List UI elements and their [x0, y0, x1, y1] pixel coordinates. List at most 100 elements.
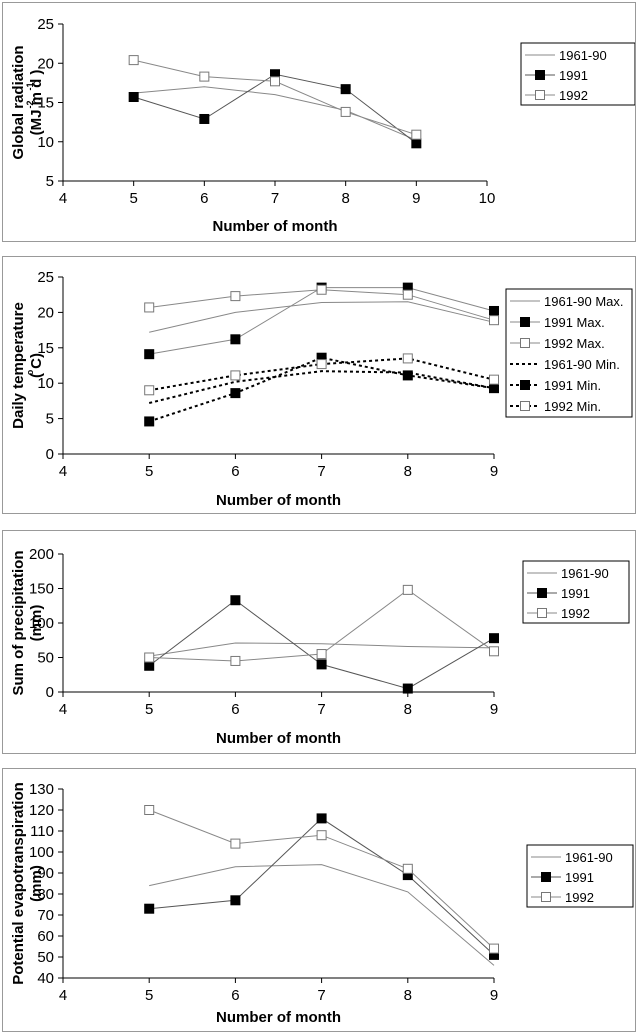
data-point [402, 584, 413, 595]
data-point [316, 359, 327, 370]
x-axis-label: Number of month [216, 492, 341, 509]
data-point [199, 71, 210, 82]
data-point [144, 652, 155, 663]
y-tick-label: 70 [37, 907, 54, 924]
legend-marker [520, 317, 530, 327]
data-point [230, 655, 241, 666]
series-1961-90 [133, 86, 417, 141]
data-point [340, 84, 351, 95]
y-axis-label-line: (mm) [28, 865, 45, 902]
y-axis-label-line: Daily temperature [10, 302, 27, 429]
x-tick-label: 4 [59, 701, 67, 718]
legend-marker [537, 588, 547, 598]
data-point [402, 863, 413, 874]
data-point [489, 374, 499, 385]
legend-label: 1992 [565, 890, 594, 905]
data-point [489, 943, 499, 954]
x-tick-label: 4 [59, 463, 67, 480]
x-tick-label: 8 [341, 190, 349, 207]
legend-label: 1961-90 [559, 48, 607, 63]
data-point [316, 649, 327, 660]
series-1992 [144, 584, 499, 666]
data-point [230, 334, 241, 345]
data-point [230, 370, 241, 381]
y-tick-label: 25 [37, 16, 54, 33]
evapotranspiration-chart: 40 50 60 70 80 90 100 110 120 130 4 5 6 7 8 9 Number of … [10, 781, 634, 1026]
data-point [489, 315, 499, 326]
x-axis-label: Number of month [213, 218, 338, 235]
y-tick-label: 80 [37, 886, 54, 903]
x-tick-label: 6 [231, 701, 239, 718]
x-tick-label: 8 [404, 987, 412, 1004]
data-point [316, 830, 327, 841]
x-tick-label: 10 [479, 190, 496, 207]
legend-label: 1961-90 [565, 850, 613, 865]
data-point [230, 388, 241, 399]
y-tick-label: 10 [37, 134, 54, 151]
y-tick-label: 20 [37, 304, 54, 321]
data-point [402, 370, 413, 381]
series-line [133, 86, 417, 141]
x-tick-label: 5 [129, 190, 137, 207]
precipitation-chart-panel: 0 50 100 150 200 4 5 6 7 8 9 Number of month Sum of … [2, 530, 636, 754]
y-tick-label: 100 [29, 844, 54, 861]
data-point [402, 289, 413, 300]
data-point [402, 683, 413, 694]
y-tick-label: 200 [29, 546, 54, 563]
data-point [316, 813, 327, 824]
y-tick-label: 25 [37, 269, 54, 286]
legend-label: 1992 [559, 88, 588, 103]
x-tick-label: 7 [271, 190, 279, 207]
y-axis-label-line: (MJ m d ) [28, 70, 45, 136]
legend-label: 1992 [561, 606, 590, 621]
legend-marker [535, 70, 545, 80]
x-tick-label: 6 [231, 987, 239, 1004]
y-tick-label: 0 [46, 446, 54, 463]
series-1991 [128, 69, 422, 149]
x-tick-label: 9 [490, 701, 498, 718]
y-axis-label-line: (mm) [28, 605, 45, 642]
y-tick-label: 5 [46, 173, 54, 190]
legend-label: 1992 Max. [544, 336, 605, 351]
legend-marker [541, 892, 551, 902]
y-tick-label: 120 [29, 802, 54, 819]
y-tick-label: 50 [37, 949, 54, 966]
y-tick-label: 5 [46, 411, 54, 428]
x-tick-label: 5 [145, 987, 153, 1004]
data-point [316, 284, 327, 295]
y-tick-label: 110 [30, 823, 54, 840]
data-point [411, 129, 422, 140]
y-tick-label: 0 [46, 684, 54, 701]
y-axis-unit-superscript: -2 [25, 100, 35, 108]
data-point [340, 106, 351, 117]
y-tick-label: 40 [37, 970, 54, 987]
y-tick-label: 150 [29, 581, 54, 598]
temperature-chart: 0 5 10 15 20 25 4 5 6 7 8 9 Number of month Daily tem… [10, 269, 633, 509]
x-tick-label: 5 [145, 701, 153, 718]
legend-marker [520, 380, 530, 390]
series-1992-min- [144, 353, 499, 396]
x-tick-label: 7 [317, 463, 325, 480]
y-tick-label: 130 [29, 781, 54, 798]
x-axis-label: Number of month [216, 1009, 341, 1026]
data-point [199, 113, 210, 124]
legend-label: 1961-90 Min. [544, 357, 620, 372]
series-1961-90 [149, 864, 495, 966]
legend-box [505, 288, 633, 418]
legend-marker [541, 872, 551, 882]
x-tick-label: 6 [231, 463, 239, 480]
data-point [230, 838, 241, 849]
legend-label: 1991 Min. [544, 378, 601, 393]
y-tick-label: 15 [37, 95, 54, 112]
y-tick-label: 15 [37, 340, 54, 357]
legend-label: 1991 [561, 586, 590, 601]
x-tick-label: 6 [200, 190, 208, 207]
data-point [144, 903, 155, 914]
series-1961-90-min- [148, 370, 495, 404]
x-tick-label: 5 [145, 463, 153, 480]
x-tick-label: 9 [412, 190, 420, 207]
series-1992-max- [144, 284, 499, 326]
data-point [144, 805, 155, 815]
series-line [148, 599, 495, 690]
x-tick-label: 9 [490, 463, 498, 480]
